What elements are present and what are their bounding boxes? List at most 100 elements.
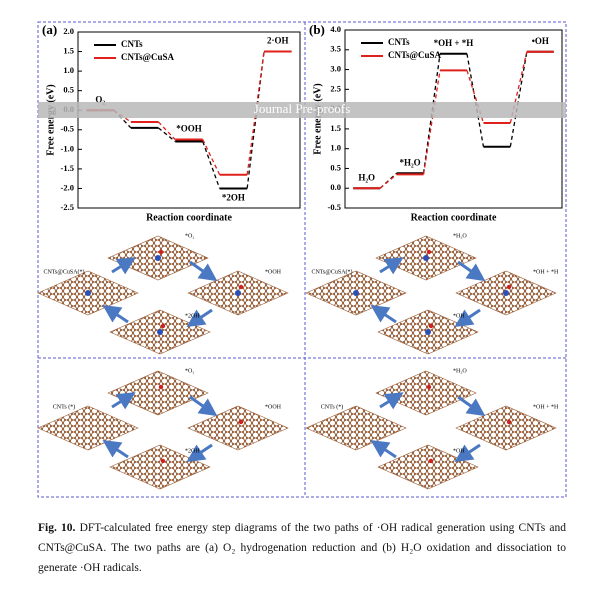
arrow <box>189 260 218 282</box>
arrow <box>457 260 486 282</box>
state-label: *H₂O <box>453 368 467 374</box>
arrow <box>454 443 481 462</box>
adsorbate <box>160 323 166 329</box>
adsorbate <box>158 249 164 255</box>
arrow <box>186 443 213 462</box>
state-label: CNTs (*) <box>53 403 75 410</box>
y-tick-label: -2.5 <box>61 202 74 212</box>
step-connector <box>202 139 221 176</box>
adsorbate <box>158 384 164 390</box>
arrow <box>111 257 136 275</box>
y-tick-label: 1.5 <box>63 46 74 56</box>
arrow <box>370 305 397 324</box>
arrow <box>370 440 397 459</box>
y-tick-label: 1.0 <box>330 143 341 153</box>
x-axis-label: Reaction coordinate <box>411 212 497 223</box>
step-connector <box>509 51 528 147</box>
adsorbate <box>428 323 434 329</box>
y-tick-label: 2.5 <box>330 83 341 93</box>
panel-label: (a) <box>42 22 57 37</box>
caption-text: DFT-calculated free energy step diagrams… <box>38 522 566 574</box>
watermark: Journal Pre-proofs <box>254 101 350 116</box>
y-tick-label: 0.5 <box>63 85 74 95</box>
y-tick-label: 2.0 <box>63 26 74 36</box>
adsorbate <box>238 419 244 425</box>
figure-frame <box>37 21 567 498</box>
figure: (a) -2.5 -2.0 -1.5 -1.0 -0.5 0.0 0.5 1.0 1.5 2.0 Fr… <box>37 21 567 498</box>
cu-atom <box>235 290 241 296</box>
y-tick-label: 0.5 <box>330 162 341 172</box>
legend-label: CNTs@CuSA <box>388 50 442 60</box>
adsorbate <box>238 284 244 290</box>
arrow <box>457 395 486 417</box>
graphene-sheet <box>455 405 557 451</box>
state-label: *O₂ <box>185 233 194 239</box>
y-tick-label: 1.5 <box>330 123 341 133</box>
state-label: *OH <box>453 448 465 454</box>
state-label: CNTs@CuSA(*) <box>43 268 84 275</box>
step-connector <box>422 53 441 174</box>
step-label: *2OH <box>222 193 245 203</box>
state-label: *OH <box>453 313 465 319</box>
graphene-sheet <box>109 444 211 490</box>
graphene-sheet <box>305 405 407 451</box>
y-axis-label: Free energy (eV) <box>45 84 56 155</box>
cu-atom <box>423 255 429 261</box>
step-label: •OH <box>532 36 549 46</box>
step-connector <box>202 141 221 189</box>
state-label: *2OH <box>185 313 200 319</box>
y-tick-label: -1.5 <box>61 163 74 173</box>
cu-atom <box>425 329 431 335</box>
adsorbate <box>426 249 432 255</box>
y-tick-label: -0.5 <box>61 124 74 134</box>
step-connector <box>157 127 176 143</box>
step-connector <box>246 51 265 189</box>
state-label: *O₂ <box>185 368 194 374</box>
step-label: 2·OH <box>267 36 289 46</box>
state-label: *OOH <box>265 269 282 275</box>
step-connector <box>509 51 528 124</box>
state-label: *OH + *H <box>533 404 559 410</box>
y-tick-label: 4.0 <box>330 24 341 34</box>
arrow <box>186 308 213 327</box>
state-label: *OH + *H <box>533 269 559 275</box>
caption-label: Fig. 10. <box>38 522 76 534</box>
adsorbate <box>506 419 512 425</box>
legend-label: CNTs <box>121 39 143 49</box>
arrow <box>379 257 404 275</box>
step-label: *OH + *H <box>434 38 474 48</box>
panel-label: (b) <box>309 22 325 37</box>
step-connector <box>379 173 398 189</box>
arrow <box>102 305 129 324</box>
y-tick-label: -1.0 <box>61 143 74 153</box>
adsorbate <box>506 284 512 290</box>
cu-atom <box>85 290 91 296</box>
y-axis-label: Free energy (eV) <box>312 83 323 154</box>
graphene-sheet <box>37 405 139 451</box>
watermark-band <box>38 102 566 118</box>
y-tick-label: 0.0 <box>330 182 341 192</box>
state-label: *H₂O <box>453 233 467 239</box>
arrow <box>189 395 218 417</box>
arrow <box>379 392 404 410</box>
y-tick-label: -2.0 <box>61 182 74 192</box>
adsorbate <box>426 384 432 390</box>
state-label: CNTs (*) <box>321 403 343 410</box>
caption: Fig. 10. DFT-calculated free energy step… <box>38 518 566 578</box>
adsorbate <box>160 458 166 464</box>
y-tick-label: 3.0 <box>330 64 341 74</box>
y-tick-label: 3.5 <box>330 44 341 54</box>
plot-frame <box>344 29 563 209</box>
state-label: CNTs@CuSA(*) <box>311 268 352 275</box>
x-axis-label: Reaction coordinate <box>146 212 232 223</box>
graphene-sheet <box>375 370 477 416</box>
cu-atom <box>503 290 509 296</box>
cu-atom <box>155 255 161 261</box>
graphene-sheet <box>107 370 209 416</box>
arrow <box>111 392 136 410</box>
step-label: H₂O <box>358 172 375 182</box>
step-connector <box>422 70 441 175</box>
step-label: *H₂O <box>399 157 420 167</box>
plot-frame <box>77 31 301 209</box>
